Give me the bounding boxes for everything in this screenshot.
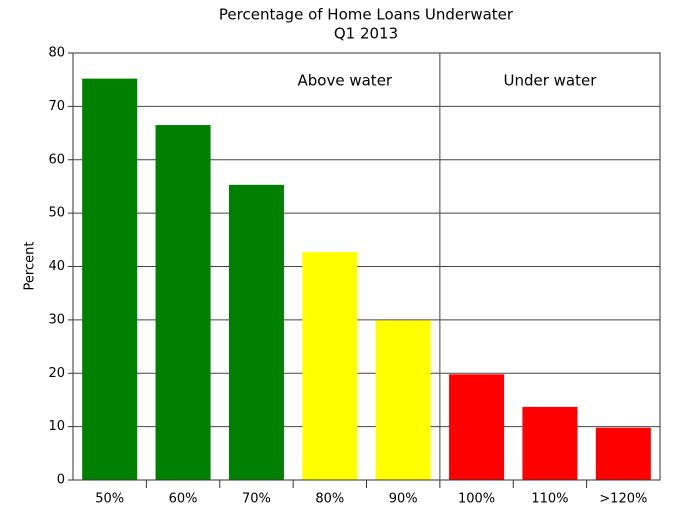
x-tick-label: >120% xyxy=(599,492,647,507)
y-tick-label: 40 xyxy=(48,259,65,274)
bar xyxy=(228,184,284,480)
x-tick-label: 100% xyxy=(458,492,495,507)
annotation: Under water xyxy=(503,72,597,90)
x-tick-label: 50% xyxy=(95,492,124,507)
y-tick-label: 60 xyxy=(48,152,65,167)
chart-subtitle: Q1 2013 xyxy=(334,25,398,43)
y-tick-label: 10 xyxy=(48,419,65,434)
x-tick-label: 110% xyxy=(531,492,568,507)
x-tick-label: 60% xyxy=(169,492,198,507)
y-tick-label: 30 xyxy=(48,312,65,327)
y-tick-label: 80 xyxy=(48,46,65,61)
x-tick-label: 90% xyxy=(389,492,418,507)
bar xyxy=(522,406,578,480)
bar xyxy=(82,78,138,481)
chart-title: Percentage of Home Loans Underwater xyxy=(219,6,514,24)
x-tick-label: 80% xyxy=(315,492,344,507)
x-tick-label: 70% xyxy=(242,492,271,507)
y-tick-label: 20 xyxy=(48,366,65,381)
y-axis-label: Percent xyxy=(23,242,38,291)
bar xyxy=(595,427,651,480)
annotation: Above water xyxy=(298,72,393,90)
y-tick-label: 70 xyxy=(48,99,65,114)
bar xyxy=(375,320,431,480)
bar xyxy=(155,125,211,481)
bar xyxy=(302,252,358,480)
plot-frame xyxy=(72,52,661,481)
y-tick-label: 50 xyxy=(48,206,65,221)
bar xyxy=(449,374,505,480)
y-tick-label: 0 xyxy=(57,473,65,488)
